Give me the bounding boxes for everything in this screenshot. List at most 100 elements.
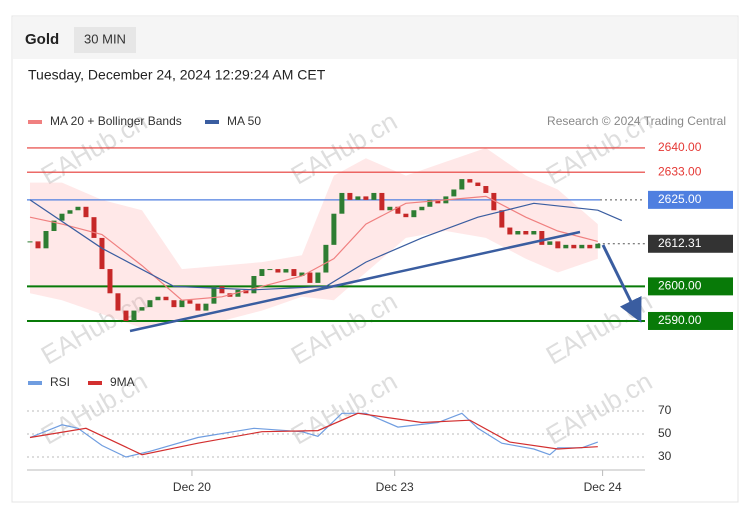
- candle: [187, 300, 193, 304]
- level-label: 2590.00: [658, 313, 702, 327]
- candle: [419, 206, 425, 211]
- candle: [331, 213, 337, 245]
- y-tick-label: 50: [658, 426, 672, 440]
- candle: [155, 296, 161, 301]
- candle: [35, 241, 41, 249]
- candle: [123, 310, 129, 321]
- candle: [563, 244, 569, 249]
- rsi-line: [29, 412, 599, 458]
- legend-label: MA 20 + Bollinger Bands: [50, 114, 182, 128]
- candle: [75, 206, 81, 211]
- candle: [139, 307, 145, 311]
- trend-line: [129, 230, 581, 333]
- candle: [51, 220, 57, 232]
- candle: [411, 210, 417, 218]
- level-label: 2600.00: [658, 279, 702, 293]
- candle: [99, 237, 105, 270]
- legend-label: RSI: [50, 375, 70, 389]
- candle: [179, 300, 185, 308]
- level-label-box: [648, 311, 733, 330]
- candle: [427, 199, 433, 207]
- candle: [299, 272, 305, 276]
- candle: [163, 296, 169, 301]
- candle: [203, 303, 209, 311]
- candle: [379, 192, 385, 211]
- level-label: 2640.00: [658, 140, 702, 154]
- symbol: Gold: [25, 31, 59, 48]
- candle: [267, 269, 273, 271]
- candle: [523, 231, 529, 235]
- candle: [403, 213, 409, 218]
- candle: [83, 206, 89, 218]
- candle: [395, 206, 401, 214]
- interval[interactable]: 30 MIN: [84, 31, 126, 46]
- interval-badge[interactable]: [74, 27, 136, 53]
- candle: [315, 272, 321, 283]
- candle: [195, 303, 201, 311]
- candle: [507, 227, 513, 235]
- candle: [131, 310, 137, 321]
- candle: [323, 244, 329, 273]
- x-tick-label: Dec 23: [376, 480, 414, 494]
- candle: [595, 243, 601, 249]
- level-label-box: [648, 277, 733, 296]
- candle: [67, 210, 73, 214]
- candle: [491, 192, 497, 211]
- candle: [387, 206, 393, 211]
- candle: [339, 192, 345, 214]
- candle: [467, 179, 473, 183]
- level-label: 2612.31: [658, 236, 702, 250]
- candle: [515, 231, 521, 235]
- candle: [243, 289, 249, 294]
- candle: [555, 241, 561, 249]
- y-tick-label: 70: [658, 403, 672, 417]
- candle: [587, 244, 593, 249]
- candle: [451, 189, 457, 197]
- candle: [355, 196, 361, 200]
- candle: [219, 286, 225, 294]
- candle: [435, 199, 441, 204]
- candle: [259, 269, 265, 276]
- candle: [539, 231, 545, 245]
- candle: [147, 300, 153, 308]
- legend-label: 9MA: [110, 375, 135, 389]
- candle: [275, 269, 281, 273]
- candle: [107, 269, 113, 294]
- candle: [283, 269, 289, 273]
- level-label: 2625.00: [658, 192, 702, 206]
- forecast-arrow: [601, 244, 642, 323]
- candle: [547, 241, 553, 245]
- rsi-line: [29, 412, 598, 456]
- y-tick-label: 30: [658, 449, 672, 463]
- datetime: Tuesday, December 24, 2024 12:29:24 AM C…: [28, 67, 326, 83]
- candle: [291, 269, 297, 276]
- legend-label: MA 50: [227, 114, 261, 128]
- credit: Research © 2024 Trading Central: [547, 114, 726, 128]
- level-label-box: [648, 234, 733, 253]
- candle: [531, 231, 537, 235]
- ma-line: [29, 195, 598, 301]
- candle: [27, 241, 33, 243]
- candle: [459, 179, 465, 190]
- level-label-box: [648, 190, 733, 209]
- candle: [571, 244, 577, 249]
- ma-line: [29, 199, 623, 291]
- candle: [363, 196, 369, 200]
- candle: [251, 275, 257, 294]
- candle: [171, 300, 177, 308]
- candle: [483, 186, 489, 193]
- candle: [307, 272, 313, 283]
- candle: [91, 217, 97, 238]
- candle: [59, 213, 65, 221]
- candle: [579, 244, 585, 249]
- candle: [499, 210, 505, 228]
- candle: [115, 293, 121, 311]
- x-tick-label: Dec 24: [584, 480, 622, 494]
- candle: [371, 192, 377, 200]
- level-label: 2633.00: [658, 164, 702, 178]
- candle: [211, 286, 217, 304]
- candle: [235, 289, 241, 297]
- drawings: [129, 230, 642, 333]
- x-tick-label: Dec 20: [173, 480, 211, 494]
